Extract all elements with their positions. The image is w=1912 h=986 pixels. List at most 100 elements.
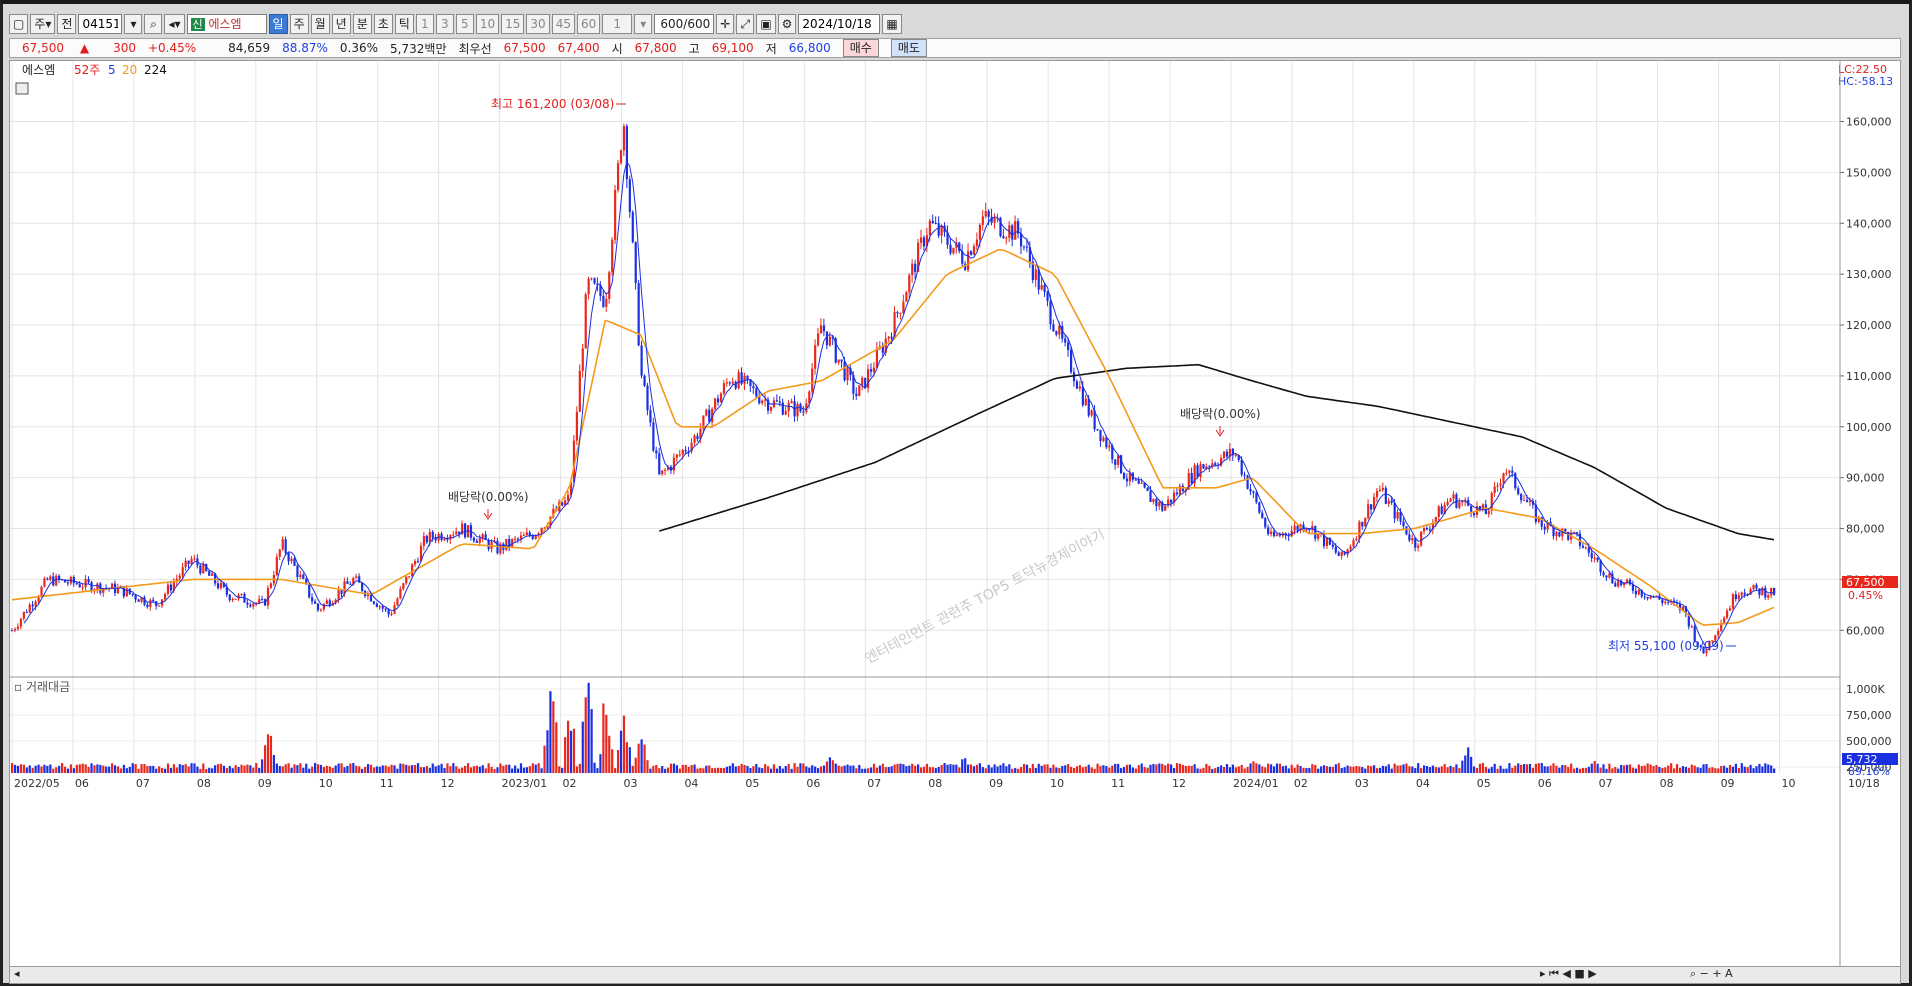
sell-button[interactable]: 매도	[890, 39, 927, 57]
volume-bar	[928, 767, 931, 773]
period-tick-button[interactable]: 틱	[394, 14, 414, 34]
zoom-controls[interactable]: ⌕ − + A	[1690, 967, 1733, 980]
candle-body	[402, 583, 405, 589]
volume-bar	[867, 768, 870, 773]
legend-52week: 52주	[74, 63, 100, 77]
volume-bar	[1646, 763, 1649, 773]
draw-tool-icon[interactable]: ⤢	[736, 14, 755, 34]
volume-bar	[1440, 766, 1443, 773]
volume-bar	[1302, 767, 1305, 773]
volume-bar	[1190, 765, 1193, 773]
period-minute-button[interactable]: 분	[352, 14, 372, 34]
candle-body	[1240, 459, 1243, 475]
volume-bar	[1746, 767, 1749, 773]
period-month-button[interactable]: 월	[310, 14, 330, 34]
minute-45-button[interactable]: 45	[551, 14, 575, 34]
scroll-bar[interactable]: ◂ ▸ ⏮ ◀ ■ ▶ ⌕ − + A	[9, 966, 1901, 984]
candle-body	[231, 599, 234, 601]
minute-30-button[interactable]: 30	[526, 14, 550, 34]
volume-bar	[1767, 764, 1770, 773]
stock-name-field[interactable]: 신 에스엠	[186, 14, 267, 34]
candle-body	[1290, 530, 1293, 537]
candle-body	[861, 377, 864, 386]
minute-3-button[interactable]: 3	[435, 14, 454, 34]
speaker-icon[interactable]: ◂▾	[164, 14, 185, 34]
volume-bar	[946, 764, 949, 773]
volume-bar	[1084, 766, 1087, 773]
minute-10-button[interactable]: 10	[475, 14, 500, 34]
low-label: 최저 55,100 (09/09)	[1608, 639, 1724, 653]
volume-bar	[187, 766, 190, 773]
interval-dropdown-icon[interactable]: ▾	[634, 14, 653, 34]
interval-input[interactable]: 1	[602, 14, 633, 34]
volume-bar	[1575, 767, 1579, 773]
minute-5-button[interactable]: 5	[455, 14, 474, 34]
candle-body	[1190, 473, 1193, 484]
price-chart[interactable]: 에스엠 52주 5 20 224 LC:22.50 HC:-58.13 160,…	[10, 61, 1900, 969]
volume-bar	[93, 765, 96, 773]
code-dropdown-icon[interactable]: ▾	[124, 14, 143, 34]
volume-bar	[1164, 765, 1167, 773]
period-year-button[interactable]: 년	[331, 14, 351, 34]
chart-options-icon[interactable]	[15, 82, 29, 95]
volume-bar	[1108, 767, 1111, 773]
playback-controls[interactable]: ▸ ⏮ ◀ ■ ▶	[1540, 967, 1597, 980]
volume-bar	[1564, 765, 1567, 773]
volume-bar	[1358, 766, 1361, 773]
volume-bar	[437, 765, 440, 773]
crosshair-icon[interactable]: ✛	[716, 14, 735, 34]
stock-name: 에스엠	[208, 17, 242, 31]
candle-body	[1114, 459, 1117, 465]
volume-bar	[340, 763, 343, 773]
candle-body	[1617, 580, 1620, 587]
candle-body	[1593, 558, 1596, 560]
period-second-button[interactable]: 초	[373, 14, 393, 34]
candle-body	[28, 604, 31, 613]
period-select[interactable]: 주▾	[30, 14, 56, 34]
period-week-button[interactable]: 주	[289, 14, 309, 34]
candle-body	[543, 527, 546, 529]
candle-body	[696, 435, 699, 440]
candle-body	[952, 247, 955, 254]
window-menu-icon[interactable]: ▢	[9, 14, 29, 34]
stock-code-input[interactable]	[78, 14, 123, 34]
save-icon[interactable]: ▣	[756, 14, 776, 34]
volume-bar	[1475, 768, 1479, 773]
volume-bar	[334, 765, 337, 773]
scroll-left-icon[interactable]: ◂	[14, 967, 20, 980]
candle-body	[840, 359, 843, 362]
candle-body	[387, 609, 390, 615]
volume-bar	[1370, 766, 1373, 773]
buy-button[interactable]: 매수	[842, 39, 879, 57]
code-type-button[interactable]: 전	[57, 14, 77, 34]
volume-bar	[699, 767, 702, 773]
candle-body	[1614, 583, 1617, 587]
volume-bar	[261, 759, 264, 773]
calendar-icon[interactable]: ▦	[882, 14, 902, 34]
minute-15-button[interactable]: 15	[501, 14, 525, 34]
volume-bar	[105, 766, 108, 773]
data-count-field[interactable]: 600/600	[654, 14, 715, 34]
minute-60-button[interactable]: 60	[576, 14, 601, 34]
volume-bar	[1002, 763, 1005, 773]
volume-bar	[1443, 764, 1446, 773]
volume-bar	[852, 765, 855, 773]
chart-area[interactable]: 에스엠 52주 5 20 224 LC:22.50 HC:-58.13 160,…	[9, 60, 1901, 970]
search-icon[interactable]: ⌕	[144, 14, 163, 34]
volume-bar	[375, 766, 378, 773]
minute-1-button[interactable]: 1	[415, 14, 434, 34]
volume-bar	[614, 768, 617, 773]
settings-gear-icon[interactable]: ⚙	[777, 14, 797, 34]
candle-body	[666, 466, 670, 470]
period-day-button[interactable]: 일	[268, 14, 288, 34]
candle-body	[1661, 599, 1664, 604]
candle-body	[1637, 589, 1640, 595]
date-input[interactable]	[798, 14, 881, 34]
candle-body	[128, 588, 131, 594]
candle-body	[1096, 429, 1099, 431]
candle-body	[802, 411, 805, 413]
candle-body	[1546, 521, 1549, 530]
candle-body	[1270, 531, 1273, 535]
candle-body	[1731, 594, 1735, 609]
volume-bar	[228, 765, 231, 773]
